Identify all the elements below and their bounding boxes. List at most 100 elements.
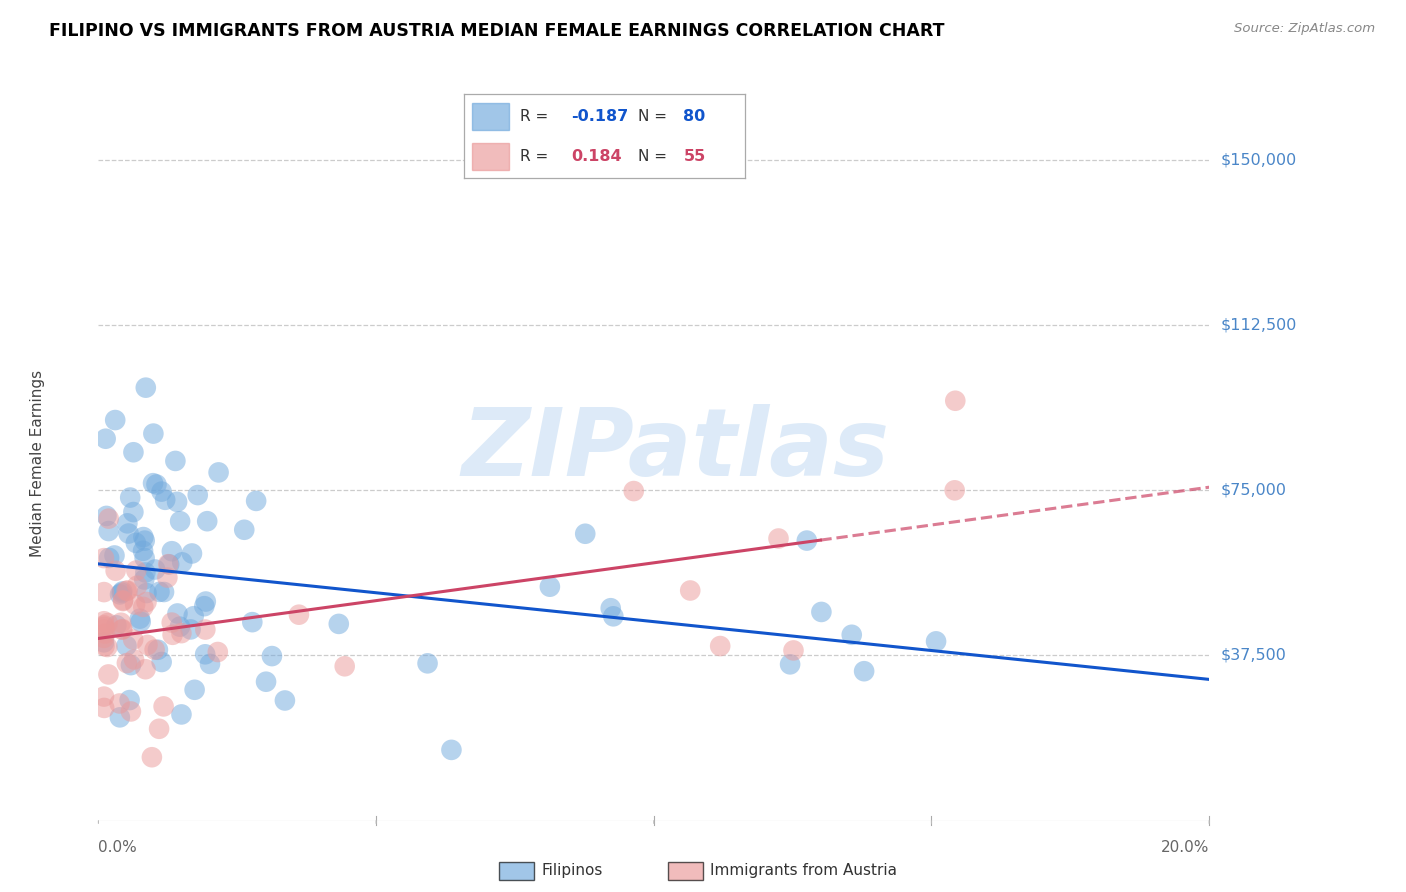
Point: [240, 615, 263, 629]
Point: [193, 599, 215, 614]
Point: [328, 616, 350, 631]
Text: $37,500: $37,500: [1220, 648, 1286, 663]
Point: [98, 550, 121, 565]
Point: [853, 664, 876, 678]
Point: [128, 612, 150, 626]
Point: [120, 658, 142, 673]
Point: [115, 583, 138, 598]
Text: 20.0%: 20.0%: [1161, 840, 1209, 855]
Point: [97, 667, 120, 681]
Point: [122, 652, 145, 666]
Point: [152, 699, 174, 714]
Point: [108, 587, 131, 601]
Point: [96, 640, 118, 654]
Text: 0.0%: 0.0%: [98, 840, 138, 855]
Text: R =: R =: [520, 149, 548, 164]
Point: [148, 722, 170, 736]
Point: [141, 750, 163, 764]
Text: N =: N =: [638, 149, 668, 164]
Point: [796, 533, 818, 548]
Point: [166, 495, 188, 509]
Point: [245, 494, 267, 508]
Point: [172, 555, 194, 569]
Point: [602, 609, 624, 624]
Text: FILIPINO VS IMMIGRANTS FROM AUSTRIA MEDIAN FEMALE EARNINGS CORRELATION CHART: FILIPINO VS IMMIGRANTS FROM AUSTRIA MEDI…: [49, 22, 945, 40]
Point: [207, 466, 229, 480]
Point: [782, 643, 804, 657]
Text: -0.187: -0.187: [571, 109, 628, 124]
Point: [93, 635, 115, 649]
Point: [207, 645, 229, 659]
Point: [103, 549, 125, 563]
Point: [333, 659, 356, 673]
Point: [233, 523, 256, 537]
Point: [108, 697, 131, 711]
Point: [135, 595, 157, 609]
Point: [97, 524, 120, 538]
Point: [440, 743, 463, 757]
Point: [93, 701, 115, 715]
Point: [254, 674, 277, 689]
Point: [127, 579, 149, 593]
Point: [170, 707, 193, 722]
Point: [142, 476, 165, 491]
Point: [160, 544, 183, 558]
Point: [194, 623, 217, 637]
Point: [111, 594, 134, 608]
Point: [97, 616, 120, 631]
Point: [93, 585, 115, 599]
Point: [153, 492, 176, 507]
Point: [599, 601, 621, 615]
Point: [132, 530, 155, 544]
Point: [117, 583, 139, 598]
Point: [169, 620, 191, 634]
Point: [93, 551, 115, 566]
Point: [165, 454, 187, 468]
Point: [925, 634, 948, 648]
Point: [194, 594, 217, 608]
Text: Immigrants from Austria: Immigrants from Austria: [710, 863, 897, 878]
Point: [93, 620, 115, 634]
Point: [111, 622, 134, 636]
Text: 80: 80: [683, 109, 706, 124]
Point: [148, 585, 170, 599]
Text: Filipinos: Filipinos: [541, 863, 603, 878]
Point: [117, 526, 139, 541]
Point: [779, 657, 801, 672]
Point: [134, 533, 156, 548]
Point: [108, 710, 131, 724]
Point: [111, 586, 134, 600]
Point: [146, 642, 169, 657]
Point: [198, 657, 221, 671]
Text: Median Female Earnings: Median Female Earnings: [30, 370, 45, 558]
Point: [170, 626, 193, 640]
Point: [841, 628, 863, 642]
Point: [943, 393, 966, 408]
Point: [94, 626, 117, 640]
Point: [122, 632, 145, 647]
Point: [679, 583, 702, 598]
Point: [166, 607, 188, 621]
Point: [96, 508, 118, 523]
Point: [93, 614, 115, 628]
Text: Source: ZipAtlas.com: Source: ZipAtlas.com: [1234, 22, 1375, 36]
Point: [156, 571, 179, 585]
Point: [134, 662, 156, 676]
Point: [143, 642, 166, 657]
Point: [132, 544, 155, 558]
Point: [943, 483, 966, 498]
Point: [150, 655, 173, 669]
Point: [260, 649, 283, 664]
Point: [118, 693, 141, 707]
Point: [187, 488, 209, 502]
Bar: [472, 143, 509, 169]
Text: $150,000: $150,000: [1220, 153, 1296, 168]
Point: [97, 511, 120, 525]
Text: R =: R =: [520, 109, 548, 124]
Point: [150, 484, 173, 499]
Point: [143, 562, 166, 576]
Point: [136, 638, 159, 652]
Point: [162, 628, 184, 642]
Point: [288, 607, 311, 622]
Point: [115, 639, 138, 653]
